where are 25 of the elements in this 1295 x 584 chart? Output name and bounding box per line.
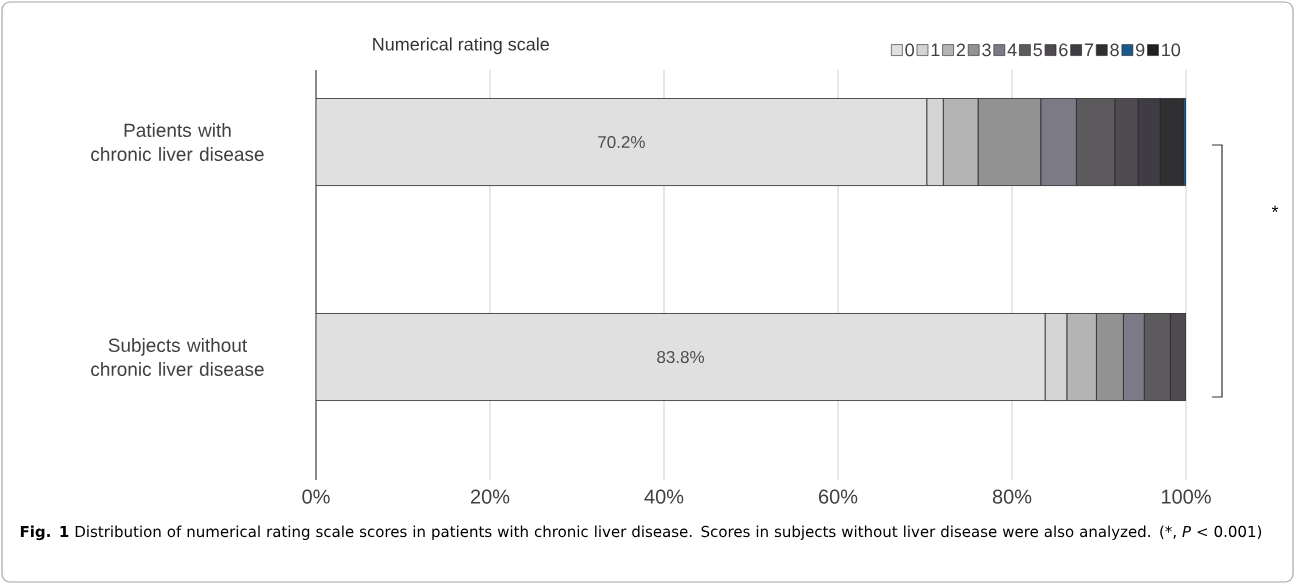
legend-label: 10 (1162, 43, 1181, 57)
legend-label: 7 (1084, 43, 1094, 57)
data-label: 83.8% (657, 351, 705, 364)
x-tick-label: 40% (644, 489, 684, 504)
legend-label: 0 (905, 43, 914, 57)
legend-label: 6 (1059, 43, 1068, 57)
bar (1114, 98, 1139, 186)
legend-label: 3 (982, 43, 991, 57)
data-label: 70.2% (598, 136, 645, 149)
x-tick-label: 80% (992, 489, 1032, 504)
legend-label: 8 (1110, 43, 1119, 57)
x-tick-label: 0% (302, 489, 330, 504)
text: * (1271, 205, 1279, 213)
legend-title: Numerical rating scale (373, 37, 549, 55)
x-tick-label: 60% (819, 489, 858, 504)
x-tick-label: 20% (470, 489, 510, 504)
text: Fig. 1 Distribution of numerical rating scale scores in patients with chronic liver disease. Scores in subjects without liver disease were also analyzed. (*, P < 0.001) (20, 525, 1262, 541)
x-tick-label: 100% (1161, 489, 1211, 504)
y-tick-label: Patients with chronic liver disease (91, 123, 264, 162)
legend-label: 1 (931, 43, 940, 57)
y-tick-label: Subjects without chronic liver disease (91, 338, 264, 377)
legend-label: 9 (1136, 43, 1145, 57)
legend-label: 5 (1033, 43, 1042, 57)
legend-label: 2 (956, 43, 966, 57)
legend-label: 4 (1007, 43, 1017, 57)
